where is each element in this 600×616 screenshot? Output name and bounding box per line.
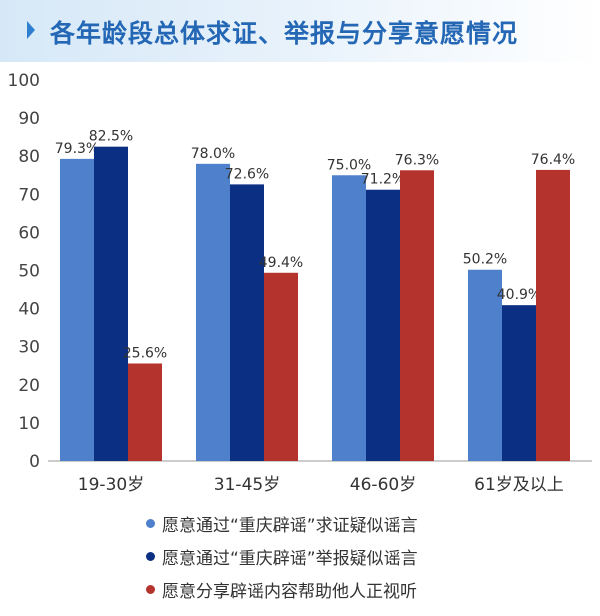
y-tick-label: 80 xyxy=(18,147,40,167)
x-tick-label: 46-60岁 xyxy=(350,475,416,495)
data-label: 71.2% xyxy=(361,172,405,188)
legend-item: 愿意分享辟谣内容帮助他人正视听 xyxy=(146,573,418,606)
y-tick-label: 20 xyxy=(18,376,40,396)
legend-item: 愿意通过“重庆辟谣”举报疑似谣言 xyxy=(146,540,418,573)
bar xyxy=(128,363,162,461)
y-tick-label: 100 xyxy=(8,71,40,91)
data-label: 72.6% xyxy=(225,166,269,182)
x-tick-label: 61岁及以上 xyxy=(474,475,564,495)
data-label: 75.0% xyxy=(327,157,371,173)
bar xyxy=(366,189,400,461)
data-label: 25.6% xyxy=(123,345,167,361)
legend-dot-icon xyxy=(146,585,155,594)
bar xyxy=(536,169,570,461)
bar xyxy=(60,158,94,461)
chart-header: 各年龄段总体求证、举报与分享意愿情况 xyxy=(0,0,600,62)
bar-chart: 0 10 20 30 40 50 60 70 80 90 100 19-30岁 79.3%82.5% 25… xyxy=(8,71,592,495)
legend-label: 愿意分享辟谣内容帮助他人正视听 xyxy=(162,582,417,602)
bar xyxy=(502,305,536,461)
chevron-right-icon xyxy=(27,21,35,39)
bar xyxy=(94,146,128,462)
data-label: 50.2% xyxy=(463,252,507,268)
bar xyxy=(332,175,366,461)
legend-dot-icon xyxy=(146,552,155,561)
legend: 愿意通过“重庆辟谣”求证疑似谣言 愿意通过“重庆辟谣”举报疑似谣言 愿意分享辟谣内容… xyxy=(146,507,418,606)
legend-label: 愿意通过“重庆辟谣”求证疑似谣言 xyxy=(162,516,418,536)
legend-item: 愿意通过“重庆辟谣”求证疑似谣言 xyxy=(146,507,418,540)
x-tick-label: 31-45岁 xyxy=(214,475,280,495)
data-label: 49.4% xyxy=(259,255,303,271)
bar xyxy=(468,269,502,461)
y-tick-label: 70 xyxy=(18,185,40,205)
y-tick-label: 0 xyxy=(29,452,40,472)
data-label: 76.3% xyxy=(395,152,439,168)
data-label: 82.5% xyxy=(89,129,133,145)
x-tick-label: 19-30岁 xyxy=(78,475,144,495)
legend-dot-icon xyxy=(146,519,155,528)
legend-label: 愿意通过“重庆辟谣”举报疑似谣言 xyxy=(162,549,418,569)
y-tick-label: 10 xyxy=(18,414,40,434)
y-tick-label: 60 xyxy=(18,223,40,243)
bar xyxy=(400,170,434,461)
y-tick-label: 40 xyxy=(18,300,40,320)
bar xyxy=(230,184,264,462)
data-label: 40.9% xyxy=(497,287,541,303)
bar xyxy=(264,272,298,461)
y-tick-label: 30 xyxy=(18,338,40,358)
bar xyxy=(196,163,230,461)
y-tick-label: 50 xyxy=(18,262,40,282)
chart-title: 各年龄段总体求证、举报与分享意愿情况 xyxy=(50,19,519,48)
data-label: 78.0% xyxy=(191,146,235,162)
y-tick-label: 90 xyxy=(18,109,40,129)
data-label: 79.3% xyxy=(55,141,99,157)
data-label: 76.4% xyxy=(531,152,575,168)
